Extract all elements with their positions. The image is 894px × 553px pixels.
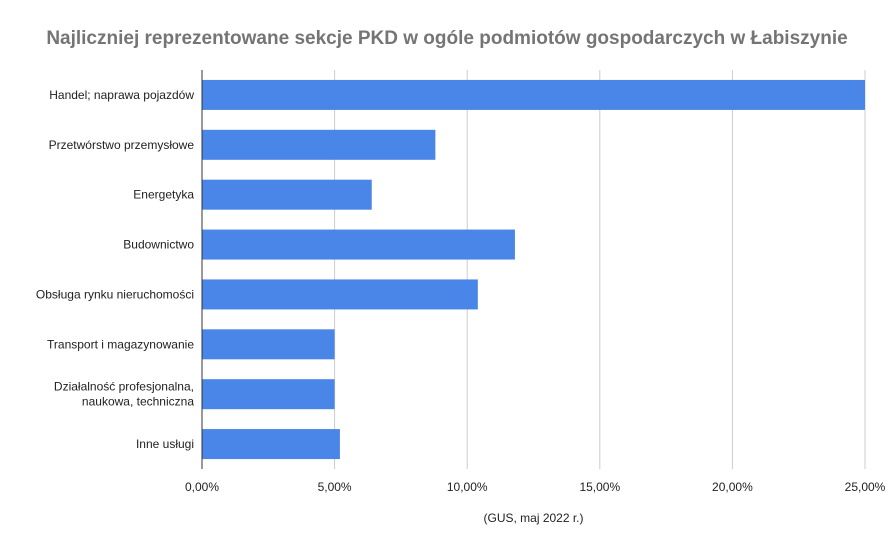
chart-title: Najliczniej reprezentowane sekcje PKD w …: [46, 28, 848, 49]
category-label: Transport i magazynowanie: [47, 337, 194, 351]
x-tick-label: 0,00%: [185, 480, 219, 494]
category-label: Działalność profesjonalna,: [54, 380, 194, 394]
category-label: Energetyka: [133, 188, 194, 202]
bar: [202, 329, 335, 360]
bar: [202, 179, 372, 210]
category-label: naukowa, techniczna: [82, 395, 194, 409]
category-label: Handel; naprawa pojazdów: [49, 88, 194, 102]
category-label: Obsługa rynku nieruchomości: [36, 287, 194, 301]
bar: [202, 229, 515, 260]
bar: [202, 129, 436, 160]
x-tick-label: 15,00%: [579, 480, 620, 494]
bar: [202, 279, 478, 310]
category-label: Przetwórstwo przemysłowe: [49, 138, 195, 152]
bar: [202, 379, 335, 410]
labels: 0,00% 5,00% 10,00% 15,00% 20,00% 25,00% Handel…: [36, 88, 886, 525]
x-tick-label: 25,00%: [845, 480, 886, 494]
category-label: Inne usługi: [136, 437, 194, 451]
bar: [202, 79, 865, 110]
x-tick-label: 5,00%: [318, 480, 352, 494]
category-label: Budownictwo: [123, 238, 194, 252]
bars: [202, 79, 865, 460]
x-axis-title: (GUS, maj 2022 r.): [483, 511, 583, 525]
x-tick-label: 20,00%: [712, 480, 753, 494]
x-tick-label: 10,00%: [447, 480, 488, 494]
bar: [202, 429, 340, 460]
